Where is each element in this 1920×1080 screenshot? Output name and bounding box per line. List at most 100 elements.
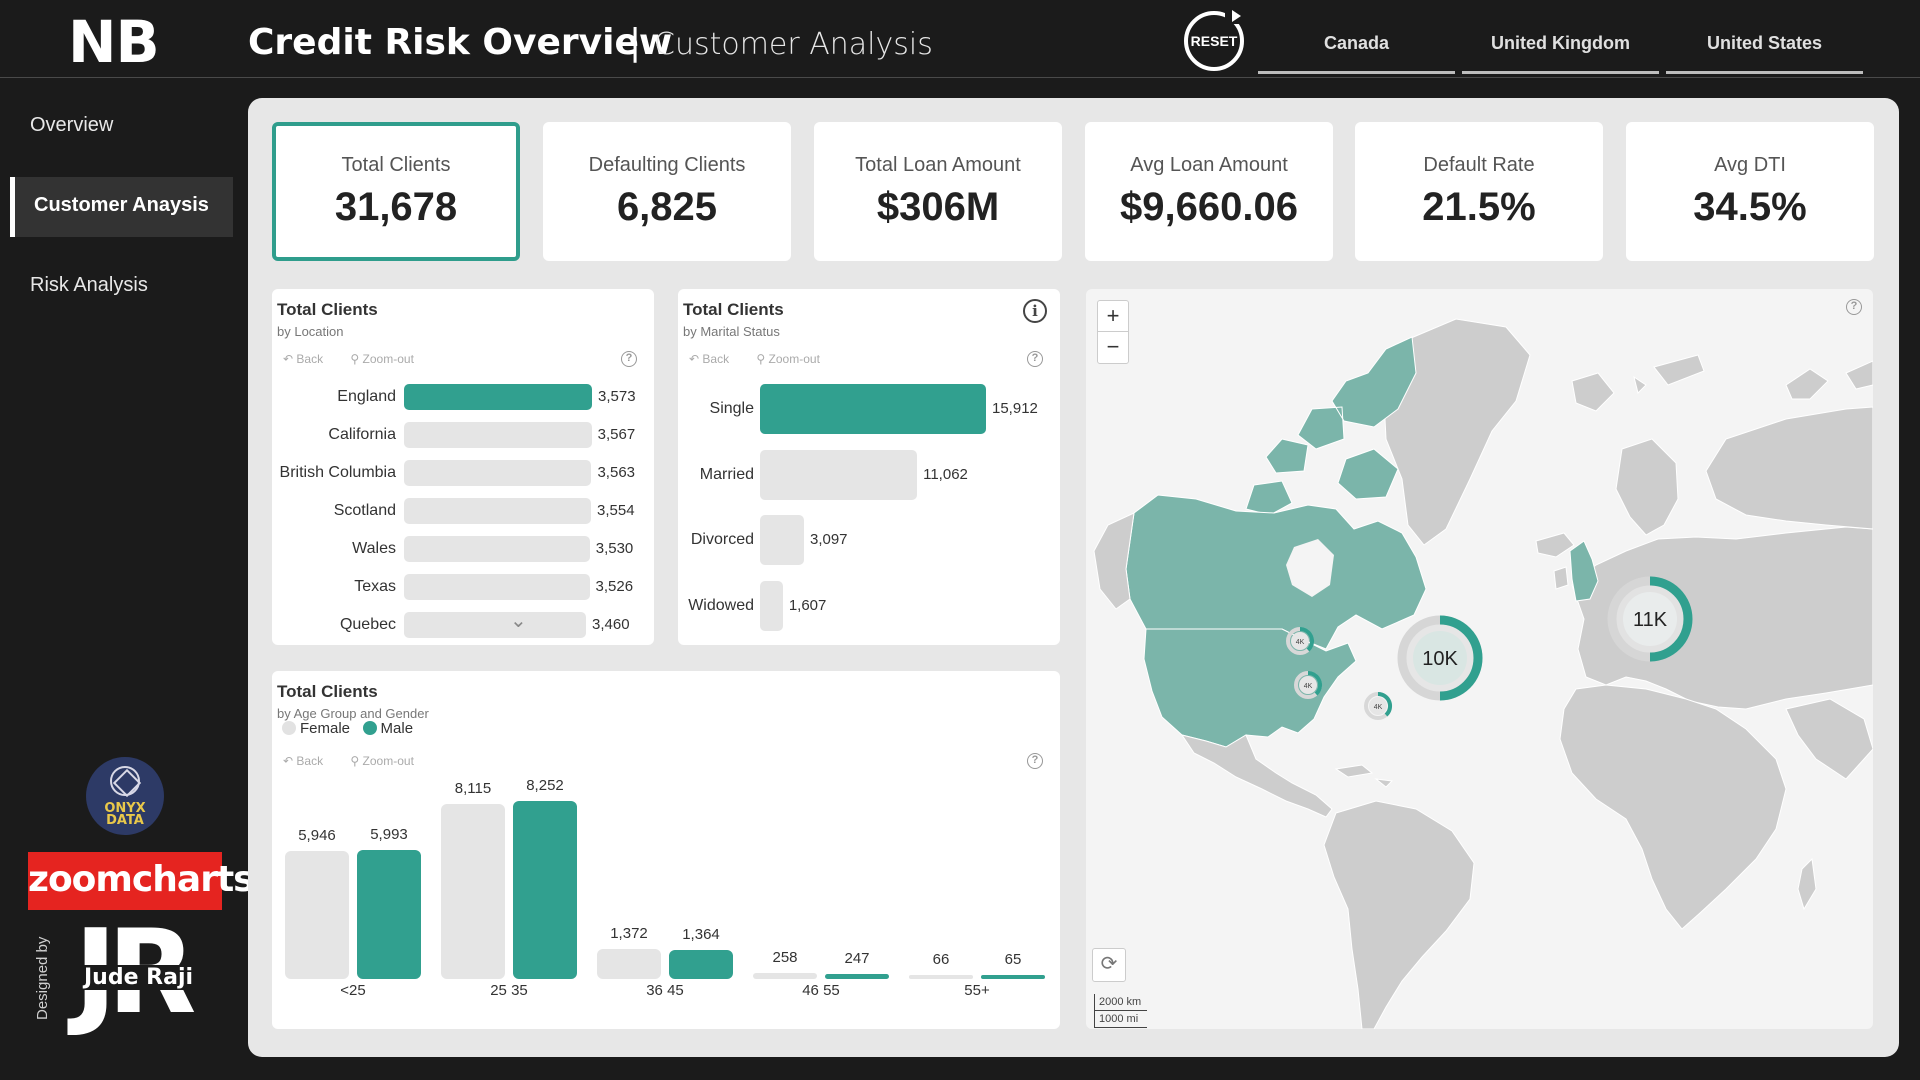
bar-female[interactable] xyxy=(441,803,505,979)
nav-item-risk-analysis[interactable]: Risk Analysis xyxy=(30,274,148,296)
bar-female[interactable] xyxy=(597,949,661,979)
bar-row[interactable]: California 3,567 xyxy=(272,422,654,448)
world-map-card[interactable]: 4K 4K 4K 10K xyxy=(1086,289,1873,1029)
nav-item-customer-analysis[interactable]: Customer Anaysis xyxy=(10,177,233,237)
category-label: Quebec xyxy=(339,616,396,633)
zoom-out-button[interactable]: ⚲ Zoom-out xyxy=(350,754,414,768)
back-label: Back xyxy=(296,754,324,768)
bar-value-label: 1,364 xyxy=(682,925,720,943)
info-icon[interactable]: i xyxy=(1023,299,1047,323)
bar-male[interactable] xyxy=(981,975,1045,979)
kpi-default-rate[interactable]: Default Rate 21.5% xyxy=(1355,122,1603,261)
chart-toolbar: ↶ Back ⚲ Zoom-out xyxy=(283,352,438,366)
kpi-total-clients[interactable]: Total Clients 31,678 xyxy=(272,122,520,261)
kpi-value: 6,825 xyxy=(616,185,718,229)
cluster-california[interactable]: 4K xyxy=(1294,670,1323,699)
legend-swatch xyxy=(362,721,377,735)
bar-track xyxy=(404,498,591,524)
bar-female[interactable] xyxy=(285,850,349,979)
bar-row[interactable]: British Columbia 3,563 xyxy=(272,460,654,486)
category-label: Scotland xyxy=(333,502,396,519)
chevron-down-icon[interactable]: ⌄ xyxy=(510,610,527,632)
land-arabia xyxy=(1785,698,1873,780)
bar-value-label: 15,912 xyxy=(992,400,1038,417)
help-icon[interactable]: ? xyxy=(621,351,637,367)
bar-track xyxy=(404,460,592,486)
kpi-avg-loan-amount[interactable]: Avg Loan Amount $9,660.06 xyxy=(1085,122,1333,261)
country-tab-united-states[interactable]: United States xyxy=(1666,22,1863,74)
bar-male[interactable] xyxy=(513,801,577,979)
bar-row[interactable]: Scotland 3,554 xyxy=(272,498,654,524)
location-chart-card: Total Clients by Location ↶ Back ⚲ Zoom-… xyxy=(272,289,654,645)
bar-value-label: 66 xyxy=(932,951,950,968)
cluster-united-states-label: 10K xyxy=(1422,648,1458,670)
bar-female[interactable] xyxy=(909,975,973,979)
author-name: Jude Raji xyxy=(82,965,196,990)
map-zoom-controls: + − xyxy=(1097,300,1129,364)
bar-row[interactable]: Texas 3,526 xyxy=(272,574,654,600)
cluster-vancouver[interactable]: 4K xyxy=(1286,626,1315,655)
legend-item-female[interactable]: Female xyxy=(282,720,350,737)
bar-row[interactable]: Single 15,912 xyxy=(678,384,1060,434)
help-icon[interactable]: ? xyxy=(1027,351,1043,367)
bar-row[interactable]: Wales 3,530 xyxy=(272,536,654,562)
kpi-value: 34.5% xyxy=(1693,185,1807,229)
zoomcharts-logo-text: zoomcharts xyxy=(28,859,255,900)
world-map[interactable]: 4K 4K 4K 10K xyxy=(1086,289,1873,1029)
bar-value-label: 3,530 xyxy=(595,540,634,557)
kpi-label: Default Rate xyxy=(1423,154,1535,176)
zoom-out-button[interactable]: ⚲ Zoom-out xyxy=(350,352,414,366)
country-tab-canada[interactable]: Canada xyxy=(1258,22,1455,74)
bar-track xyxy=(760,384,986,434)
page-subtitle: Customer Analysis xyxy=(654,27,933,62)
back-button[interactable]: ↶ Back xyxy=(283,352,324,366)
kpi-label: Total Clients xyxy=(341,154,451,176)
land-south-america xyxy=(1323,800,1475,1029)
onyx-globe-icon xyxy=(110,766,140,796)
category-label: Single xyxy=(709,400,754,417)
bar-male[interactable] xyxy=(669,949,733,979)
chart-legend: Female Male xyxy=(282,720,413,737)
reset-button[interactable]: RESET xyxy=(1184,10,1244,71)
land-iceland xyxy=(1535,532,1575,558)
kpi-total-loan-amount[interactable]: Total Loan Amount $306M xyxy=(814,122,1062,261)
cluster-vancouver-label: 4K xyxy=(1296,639,1305,646)
bar-row[interactable]: Quebec 3,460 ⌄ xyxy=(272,610,654,638)
bar-track xyxy=(760,580,783,631)
title-separator: | xyxy=(629,22,642,63)
back-button[interactable]: ↶ Back xyxy=(283,754,324,768)
bar-male[interactable] xyxy=(357,849,421,979)
legend-label: Male xyxy=(380,720,414,737)
bar-row[interactable]: Divorced 3,097 xyxy=(678,515,1060,565)
bar-row[interactable]: Married 11,062 xyxy=(678,449,1060,500)
category-label: British Columbia xyxy=(279,464,396,481)
category-label: 25 35 xyxy=(490,982,528,999)
country-tab-united-kingdom[interactable]: United Kingdom xyxy=(1462,22,1659,74)
legend-item-male[interactable]: Male xyxy=(362,720,414,737)
help-icon[interactable]: ? xyxy=(1846,299,1862,315)
bar-row[interactable]: England 3,573 xyxy=(272,384,654,410)
marital-chart-card: Total Clients by Marital Status i ↶ Back… xyxy=(678,289,1060,645)
bar-fill xyxy=(404,384,592,410)
bar-row[interactable]: Widowed 1,607 xyxy=(678,580,1060,631)
bar-female[interactable] xyxy=(753,973,817,979)
map-zoom-out-button[interactable]: − xyxy=(1106,334,1120,359)
chart-title: Total Clients xyxy=(277,300,378,319)
cluster-united-kingdom[interactable]: 11K xyxy=(1607,576,1693,662)
map-reset-view-icon[interactable]: ⟳ xyxy=(1092,948,1126,982)
bar-male[interactable] xyxy=(825,973,889,979)
kpi-avg-dti[interactable]: Avg DTI 34.5% xyxy=(1626,122,1874,261)
map-zoom-in-button[interactable]: + xyxy=(1098,301,1128,332)
cluster-united-states[interactable]: 10K xyxy=(1397,615,1483,701)
main-panel: Total Clients 31,678 Defaulting Clients … xyxy=(248,98,1899,1057)
scale-km: 2000 km xyxy=(1094,994,1148,1011)
zoom-out-label: Zoom-out xyxy=(362,754,414,768)
cluster-texas[interactable]: 4K xyxy=(1364,691,1393,720)
kpi-defaulting-clients[interactable]: Defaulting Clients 6,825 xyxy=(543,122,791,261)
top-header: NB Credit Risk Overview | Customer Analy… xyxy=(0,0,1920,78)
back-button[interactable]: ↶ Back xyxy=(689,352,730,366)
nav-item-overview[interactable]: Overview xyxy=(30,114,114,136)
help-icon[interactable]: ? xyxy=(1027,753,1043,769)
zoom-out-button[interactable]: ⚲ Zoom-out xyxy=(756,352,820,366)
kpi-label: Defaulting Clients xyxy=(588,154,746,176)
